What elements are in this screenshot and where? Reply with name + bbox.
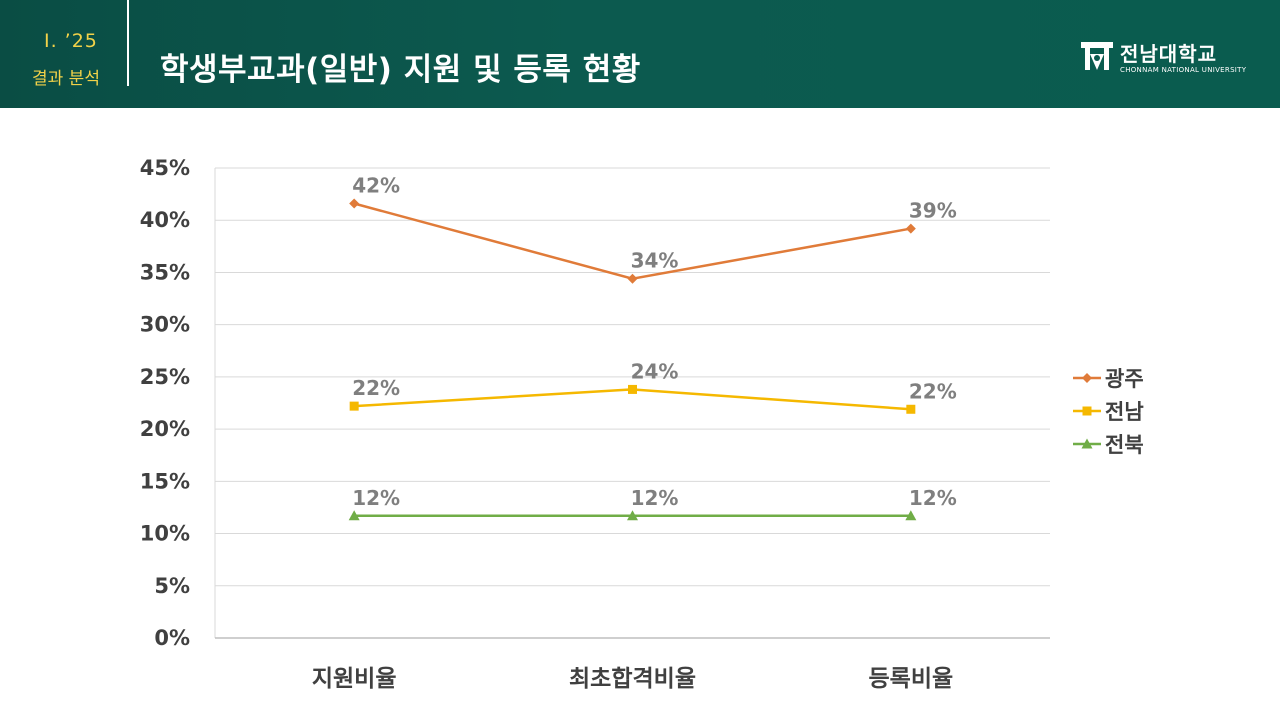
data-point (349, 198, 360, 209)
series-2: 22% 24% 22% (349, 359, 957, 414)
cnu-emblem-icon (1081, 42, 1113, 70)
legend-label: 광주 (1105, 367, 1144, 391)
data-point (349, 401, 359, 411)
legend-label: 전북 (1105, 433, 1144, 457)
data-label: 22% (909, 379, 957, 403)
y-tick-label: 30% (140, 313, 190, 337)
data-point (348, 510, 360, 521)
data-point (905, 510, 917, 521)
legend-item: 전북 (1073, 433, 1144, 457)
y-axis: 0% 5% 10% 15% 20% 25% 30% 35% 40% 45% (140, 156, 216, 650)
y-tick-label: 25% (140, 365, 190, 389)
data-point (628, 384, 637, 394)
y-tick-label: 40% (140, 208, 190, 232)
data-label: 42% (352, 174, 400, 198)
data-label: 12% (909, 486, 957, 510)
data-label: 39% (909, 199, 957, 223)
section-name: 결과 분석 (32, 69, 100, 89)
y-tick-label: 20% (140, 417, 190, 441)
data-point (627, 510, 638, 521)
legend-item: 광주 (1073, 367, 1144, 391)
y-tick-label: 15% (140, 469, 190, 493)
legend-marker (1082, 406, 1092, 416)
section-number: Ⅰ. ’25 (44, 30, 98, 52)
data-label: 22% (352, 376, 400, 400)
series-3: 12% 12% 12% (348, 486, 957, 521)
data-label: 34% (631, 249, 679, 273)
university-logo: 전남대학교 CHONNAM NATIONAL UNIVERSITY (1080, 38, 1255, 78)
legend-marker (1082, 373, 1092, 383)
y-tick-label: 10% (140, 522, 190, 546)
y-tick-label: 5% (154, 574, 190, 598)
x-category-label: 지원비율 (312, 666, 397, 692)
legend-label: 전남 (1105, 400, 1144, 424)
data-point (905, 223, 916, 234)
series-1: 42% 34% 39% (349, 174, 957, 284)
data-label: 12% (352, 486, 400, 510)
data-point (906, 404, 916, 414)
legend-marker (1081, 438, 1093, 449)
page-title: 학생부교과(일반) 지원 및 등록 현황 (160, 52, 641, 88)
chart-series: 42% 34% 39% 22% 24% 22% 12% 12% 12% (348, 174, 957, 521)
logo-subtitle: CHONNAM NATIONAL UNIVERSITY (1120, 66, 1247, 74)
y-tick-label: 0% (154, 626, 190, 650)
data-point (627, 273, 638, 284)
data-label: 24% (631, 359, 679, 383)
x-category-label: 최초합격비율 (569, 666, 696, 692)
header-divider (127, 0, 129, 86)
x-category-label: 등록비율 (869, 666, 954, 692)
y-tick-label: 45% (140, 156, 190, 180)
logo-name: 전남대학교 (1120, 42, 1217, 66)
x-axis: 지원비율 최초합격비율 등록비율 (215, 637, 1050, 692)
data-label: 12% (631, 486, 679, 510)
header-bar: Ⅰ. ’25 결과 분석 학생부교과(일반) 지원 및 등록 현황 전남대학교 … (0, 0, 1280, 108)
y-tick-label: 35% (140, 260, 190, 284)
legend-item: 전남 (1073, 400, 1144, 424)
